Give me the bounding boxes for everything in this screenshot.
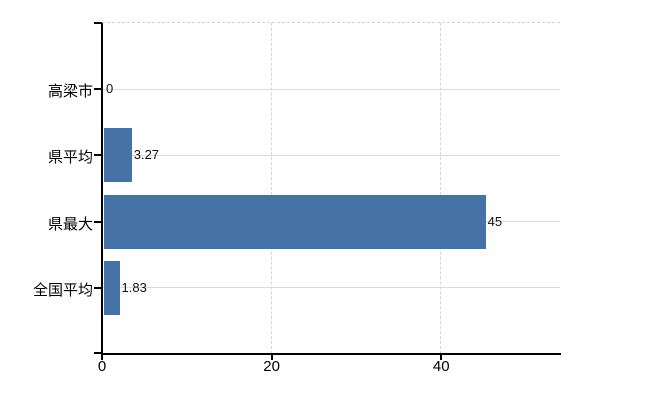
x-tick-label: 40	[432, 358, 450, 375]
plot-top-border	[102, 22, 560, 23]
y-gridline	[103, 154, 560, 156]
x-gridline	[440, 23, 442, 354]
x-gridline	[270, 23, 272, 354]
category-label: 高梁市	[47, 83, 93, 101]
category-label: 全国平均	[32, 281, 93, 299]
x-tick-label: 0	[97, 358, 107, 375]
y-axis-line	[101, 23, 103, 354]
bar	[104, 128, 132, 183]
x-axis-tick	[440, 353, 443, 360]
value-label: 45	[487, 213, 503, 229]
value-label: 0	[106, 81, 114, 97]
bar	[104, 260, 120, 315]
bar	[104, 194, 486, 249]
y-axis-tick	[94, 220, 102, 223]
y-axis-tick	[94, 154, 102, 157]
y-axis-tick	[94, 88, 102, 91]
x-tick-label: 20	[263, 358, 280, 375]
y-gridline	[103, 287, 560, 289]
y-axis-tick	[94, 22, 102, 24]
x-axis-tick	[270, 353, 273, 360]
y-axis-tick	[94, 286, 102, 289]
y-gridline	[103, 88, 560, 90]
value-label: 3.27	[133, 147, 160, 163]
x-axis-tick	[101, 353, 103, 360]
category-label: 県最大	[47, 215, 93, 233]
value-label: 1.83	[121, 279, 147, 295]
x-axis-line	[101, 353, 561, 355]
y-axis-tick	[94, 352, 102, 354]
category-label: 県平均	[47, 149, 93, 167]
